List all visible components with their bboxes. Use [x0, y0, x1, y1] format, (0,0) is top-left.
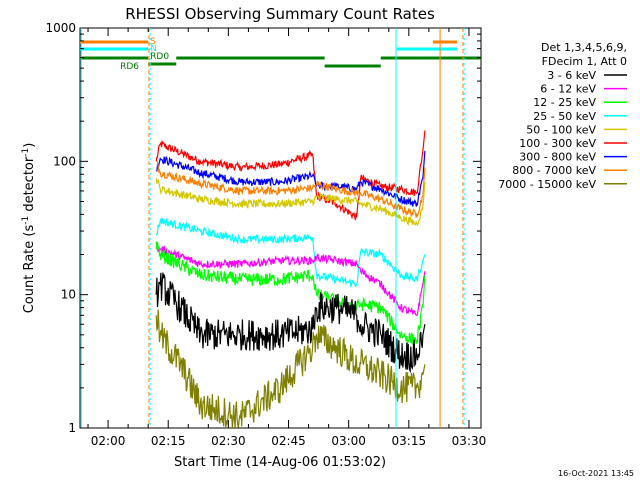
- x-tick-label: 02:30: [211, 434, 246, 448]
- series-line-7: [155, 272, 426, 374]
- legend-entry-label: 6 - 12 keV: [540, 83, 596, 96]
- legend-header-line: FDecim 1, Att 0: [542, 55, 627, 68]
- series-layer: [155, 130, 426, 429]
- flag-n-label: N: [150, 44, 157, 54]
- legend-entry-label: 7000 - 15000 keV: [498, 178, 596, 191]
- flag-rd6-label: RD6: [120, 62, 139, 72]
- y-axis: 1 10 100 1000: [45, 21, 481, 435]
- plot-frame: [79, 27, 482, 429]
- y-tick-label: 1000: [45, 21, 76, 35]
- legend: Det 1,3,4,5,6,9,FDecim 1, Att 03 - 6 keV…: [498, 41, 627, 191]
- series-line-0: [155, 130, 426, 221]
- chart-title: RHESSI Observing Summary Count Rates: [125, 5, 435, 23]
- series-line-8: [155, 309, 426, 429]
- series-line-4: [155, 217, 426, 288]
- y-axis-label-close: ): [22, 143, 37, 148]
- x-axis: 02:00 02:15 02:30 02:45 03:00 03:15 03:30: [87, 28, 487, 448]
- legend-entry-label: 300 - 800 keV: [519, 151, 596, 164]
- series-line-1: [156, 150, 426, 207]
- x-tick-label: 02:00: [91, 434, 126, 448]
- y-tick-label: 1: [68, 421, 76, 435]
- x-tick-label: 02:45: [271, 434, 306, 448]
- legend-entry-label: 25 - 50 keV: [533, 110, 596, 123]
- y-axis-label-sup1: -1: [21, 216, 31, 225]
- legend-entry-label: 800 - 7000 keV: [512, 164, 596, 177]
- flag-s-label: S: [150, 37, 156, 47]
- series-line-2: [156, 160, 426, 218]
- y-tick-label: 10: [61, 288, 76, 302]
- legend-entry-label: 50 - 100 keV: [526, 123, 596, 136]
- x-tick-label: 03:00: [331, 434, 366, 448]
- series-line-5: [155, 244, 426, 317]
- x-tick-label: 03:30: [452, 434, 487, 448]
- timestamp: 16-Oct-2021 13:45: [558, 469, 634, 478]
- legend-entry-label: 3 - 6 keV: [547, 69, 596, 82]
- series-line-6: [155, 241, 426, 347]
- vertical-markers: [80, 28, 465, 428]
- legend-entry-label: 12 - 25 keV: [533, 96, 596, 109]
- y-axis-label-sup2: -1: [21, 148, 31, 157]
- series-line-3: [155, 177, 426, 227]
- flag-rd0-label: RD0: [150, 52, 169, 62]
- x-axis-label: Start Time (14-Aug-06 01:53:02): [174, 455, 386, 470]
- y-axis-label-tail: detector: [22, 156, 37, 216]
- x-tick-label: 03:15: [392, 434, 427, 448]
- y-axis-label-main: Count Rate (s: [22, 225, 37, 314]
- y-tick-label: 100: [53, 154, 76, 168]
- y-axis-label: Count Rate (s-1 detector-1): [21, 143, 37, 314]
- legend-header-line: Det 1,3,4,5,6,9,: [541, 41, 627, 54]
- x-tick-label: 02:15: [151, 434, 186, 448]
- legend-entry-label: 100 - 300 keV: [519, 137, 596, 150]
